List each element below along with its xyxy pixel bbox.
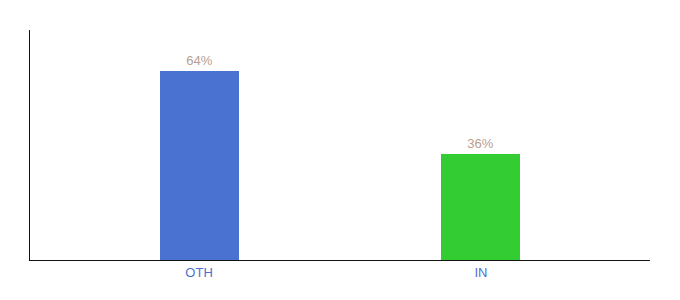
svg-text:IN: IN [474, 265, 487, 280]
svg-text:64%: 64% [186, 53, 212, 68]
svg-text:OTH: OTH [185, 265, 212, 280]
svg-text:36%: 36% [467, 136, 493, 151]
